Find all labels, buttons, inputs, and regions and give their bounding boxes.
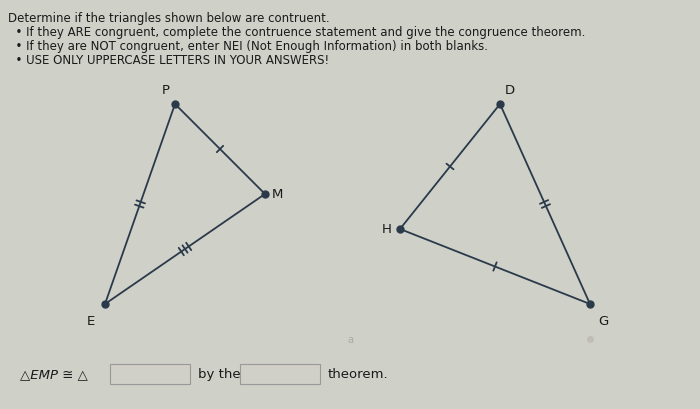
Text: • If they are NOT congruent, enter NEI (Not Enough Information) in both blanks.: • If they are NOT congruent, enter NEI (… (8, 40, 488, 53)
Text: P: P (162, 84, 170, 97)
FancyBboxPatch shape (240, 364, 320, 384)
Text: H: H (382, 223, 392, 236)
Text: D: D (505, 84, 515, 97)
FancyBboxPatch shape (110, 364, 190, 384)
Text: M: M (272, 188, 284, 201)
Text: G: G (598, 314, 608, 327)
Text: E: E (87, 314, 95, 327)
Text: △EMP ≅ △: △EMP ≅ △ (20, 368, 88, 380)
Text: theorem.: theorem. (328, 368, 388, 380)
Text: a: a (347, 334, 353, 344)
Text: • If they ARE congruent, complete the contruence statement and give the congruen: • If they ARE congruent, complete the co… (8, 26, 585, 39)
Text: Determine if the triangles shown below are contruent.: Determine if the triangles shown below a… (8, 12, 330, 25)
Text: • USE ONLY UPPERCASE LETTERS IN YOUR ANSWERS!: • USE ONLY UPPERCASE LETTERS IN YOUR ANS… (8, 54, 329, 67)
Text: by the: by the (198, 368, 241, 380)
